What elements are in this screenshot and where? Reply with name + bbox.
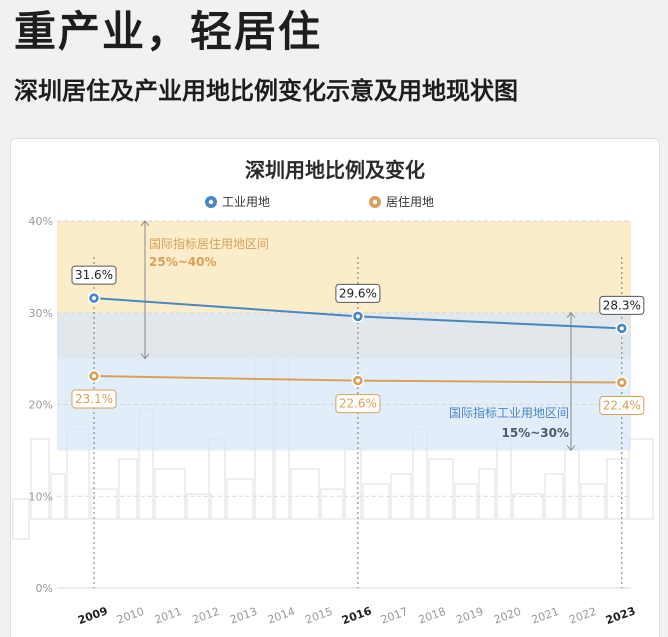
skyline-building bbox=[186, 493, 212, 520]
skyline-building bbox=[290, 468, 320, 520]
page-subtitle: 深圳居住及产业用地比例变化示意及用地现状图 bbox=[14, 76, 518, 105]
y-tick-label: 10% bbox=[29, 490, 53, 503]
skyline-building bbox=[564, 448, 580, 520]
factory-icon bbox=[619, 326, 624, 331]
skyline-building bbox=[496, 438, 512, 520]
x-tick-label: 2014 bbox=[266, 605, 297, 627]
x-tick-label: 2011 bbox=[153, 605, 184, 627]
legend-label: 工业用地 bbox=[222, 195, 270, 209]
skyline-building bbox=[344, 448, 362, 520]
data-label: 29.6% bbox=[339, 286, 377, 300]
house-icon bbox=[92, 374, 96, 379]
data-label: 22.6% bbox=[339, 397, 377, 411]
data-label: 28.3% bbox=[603, 298, 641, 312]
skyline-building bbox=[580, 483, 606, 520]
skyline-building bbox=[478, 468, 496, 520]
data-label-box bbox=[599, 395, 645, 415]
skyline-building bbox=[30, 438, 50, 520]
data-label-box bbox=[335, 283, 381, 303]
x-tick-label: 2013 bbox=[228, 605, 259, 627]
skyline-building bbox=[606, 458, 628, 520]
house-icon bbox=[619, 380, 624, 385]
data-label: 22.4% bbox=[603, 398, 641, 412]
skyline-building bbox=[12, 498, 30, 540]
skyline-building bbox=[428, 458, 454, 520]
residential-band-title: 国际指标居住用地区间 bbox=[149, 236, 269, 251]
data-label-box bbox=[71, 389, 117, 409]
y-tick-label: 40% bbox=[29, 215, 53, 228]
skyline-building bbox=[154, 468, 186, 520]
industrial-band-range: 15%~30% bbox=[502, 426, 570, 440]
skyline-building bbox=[512, 493, 544, 520]
legend-label: 居住用地 bbox=[386, 195, 434, 209]
factory-icon bbox=[355, 314, 360, 319]
data-label-box bbox=[599, 295, 645, 315]
chart-card: 0% 10% 20% 30% 40% 2009 2010 2011 2012 2013 2014 20… bbox=[10, 138, 660, 637]
skyline-building bbox=[454, 483, 478, 520]
page-title: 重产业，轻居住 bbox=[14, 7, 323, 56]
x-tick-label: 2015 bbox=[304, 605, 335, 627]
land-use-chart: 0% 10% 20% 30% 40% 2009 2010 2011 2012 2013 2014 20… bbox=[12, 158, 654, 627]
x-tick-label: 2019 bbox=[454, 605, 485, 627]
data-label-box bbox=[335, 394, 381, 414]
legend-icon-dot bbox=[208, 199, 214, 205]
skyline-building bbox=[90, 488, 118, 520]
x-tick-label: 2022 bbox=[568, 605, 599, 627]
data-label: 23.1% bbox=[75, 392, 113, 406]
y-tick-label: 20% bbox=[29, 399, 53, 412]
x-tick-label: 2021 bbox=[530, 605, 561, 627]
skyline-building bbox=[362, 483, 390, 520]
y-tick-label: 0% bbox=[36, 582, 53, 595]
x-tick-label: 2012 bbox=[191, 605, 222, 627]
arrow-down-icon bbox=[566, 445, 576, 452]
x-tick-label: 2016 bbox=[340, 604, 374, 627]
skyline-building bbox=[118, 458, 138, 520]
x-tick-label: 2020 bbox=[492, 605, 523, 627]
residential-band-range: 25%~40% bbox=[149, 255, 217, 269]
x-tick-label: 2018 bbox=[417, 605, 448, 627]
skyline-building bbox=[320, 488, 344, 520]
data-label-box bbox=[71, 265, 117, 285]
x-tick-label: 2009 bbox=[76, 604, 109, 627]
data-label: 31.6% bbox=[75, 268, 113, 282]
skyline-building bbox=[226, 478, 254, 520]
skyline-building bbox=[628, 438, 654, 520]
y-tick-label: 30% bbox=[29, 307, 53, 320]
x-tick-label: 2017 bbox=[379, 605, 410, 627]
x-tick-label: 2023 bbox=[604, 604, 637, 627]
chart-title: 深圳用地比例及变化 bbox=[245, 158, 425, 182]
arrow-up-icon bbox=[140, 220, 150, 227]
arrow-up-icon bbox=[566, 311, 576, 319]
x-tick-label: 2010 bbox=[115, 605, 146, 627]
factory-icon bbox=[92, 296, 96, 301]
arrow-down-icon bbox=[140, 353, 150, 360]
house-icon bbox=[355, 378, 360, 383]
industrial-band-title: 国际指标工业用地区间 bbox=[449, 405, 569, 420]
legend-icon-dot bbox=[372, 199, 378, 205]
